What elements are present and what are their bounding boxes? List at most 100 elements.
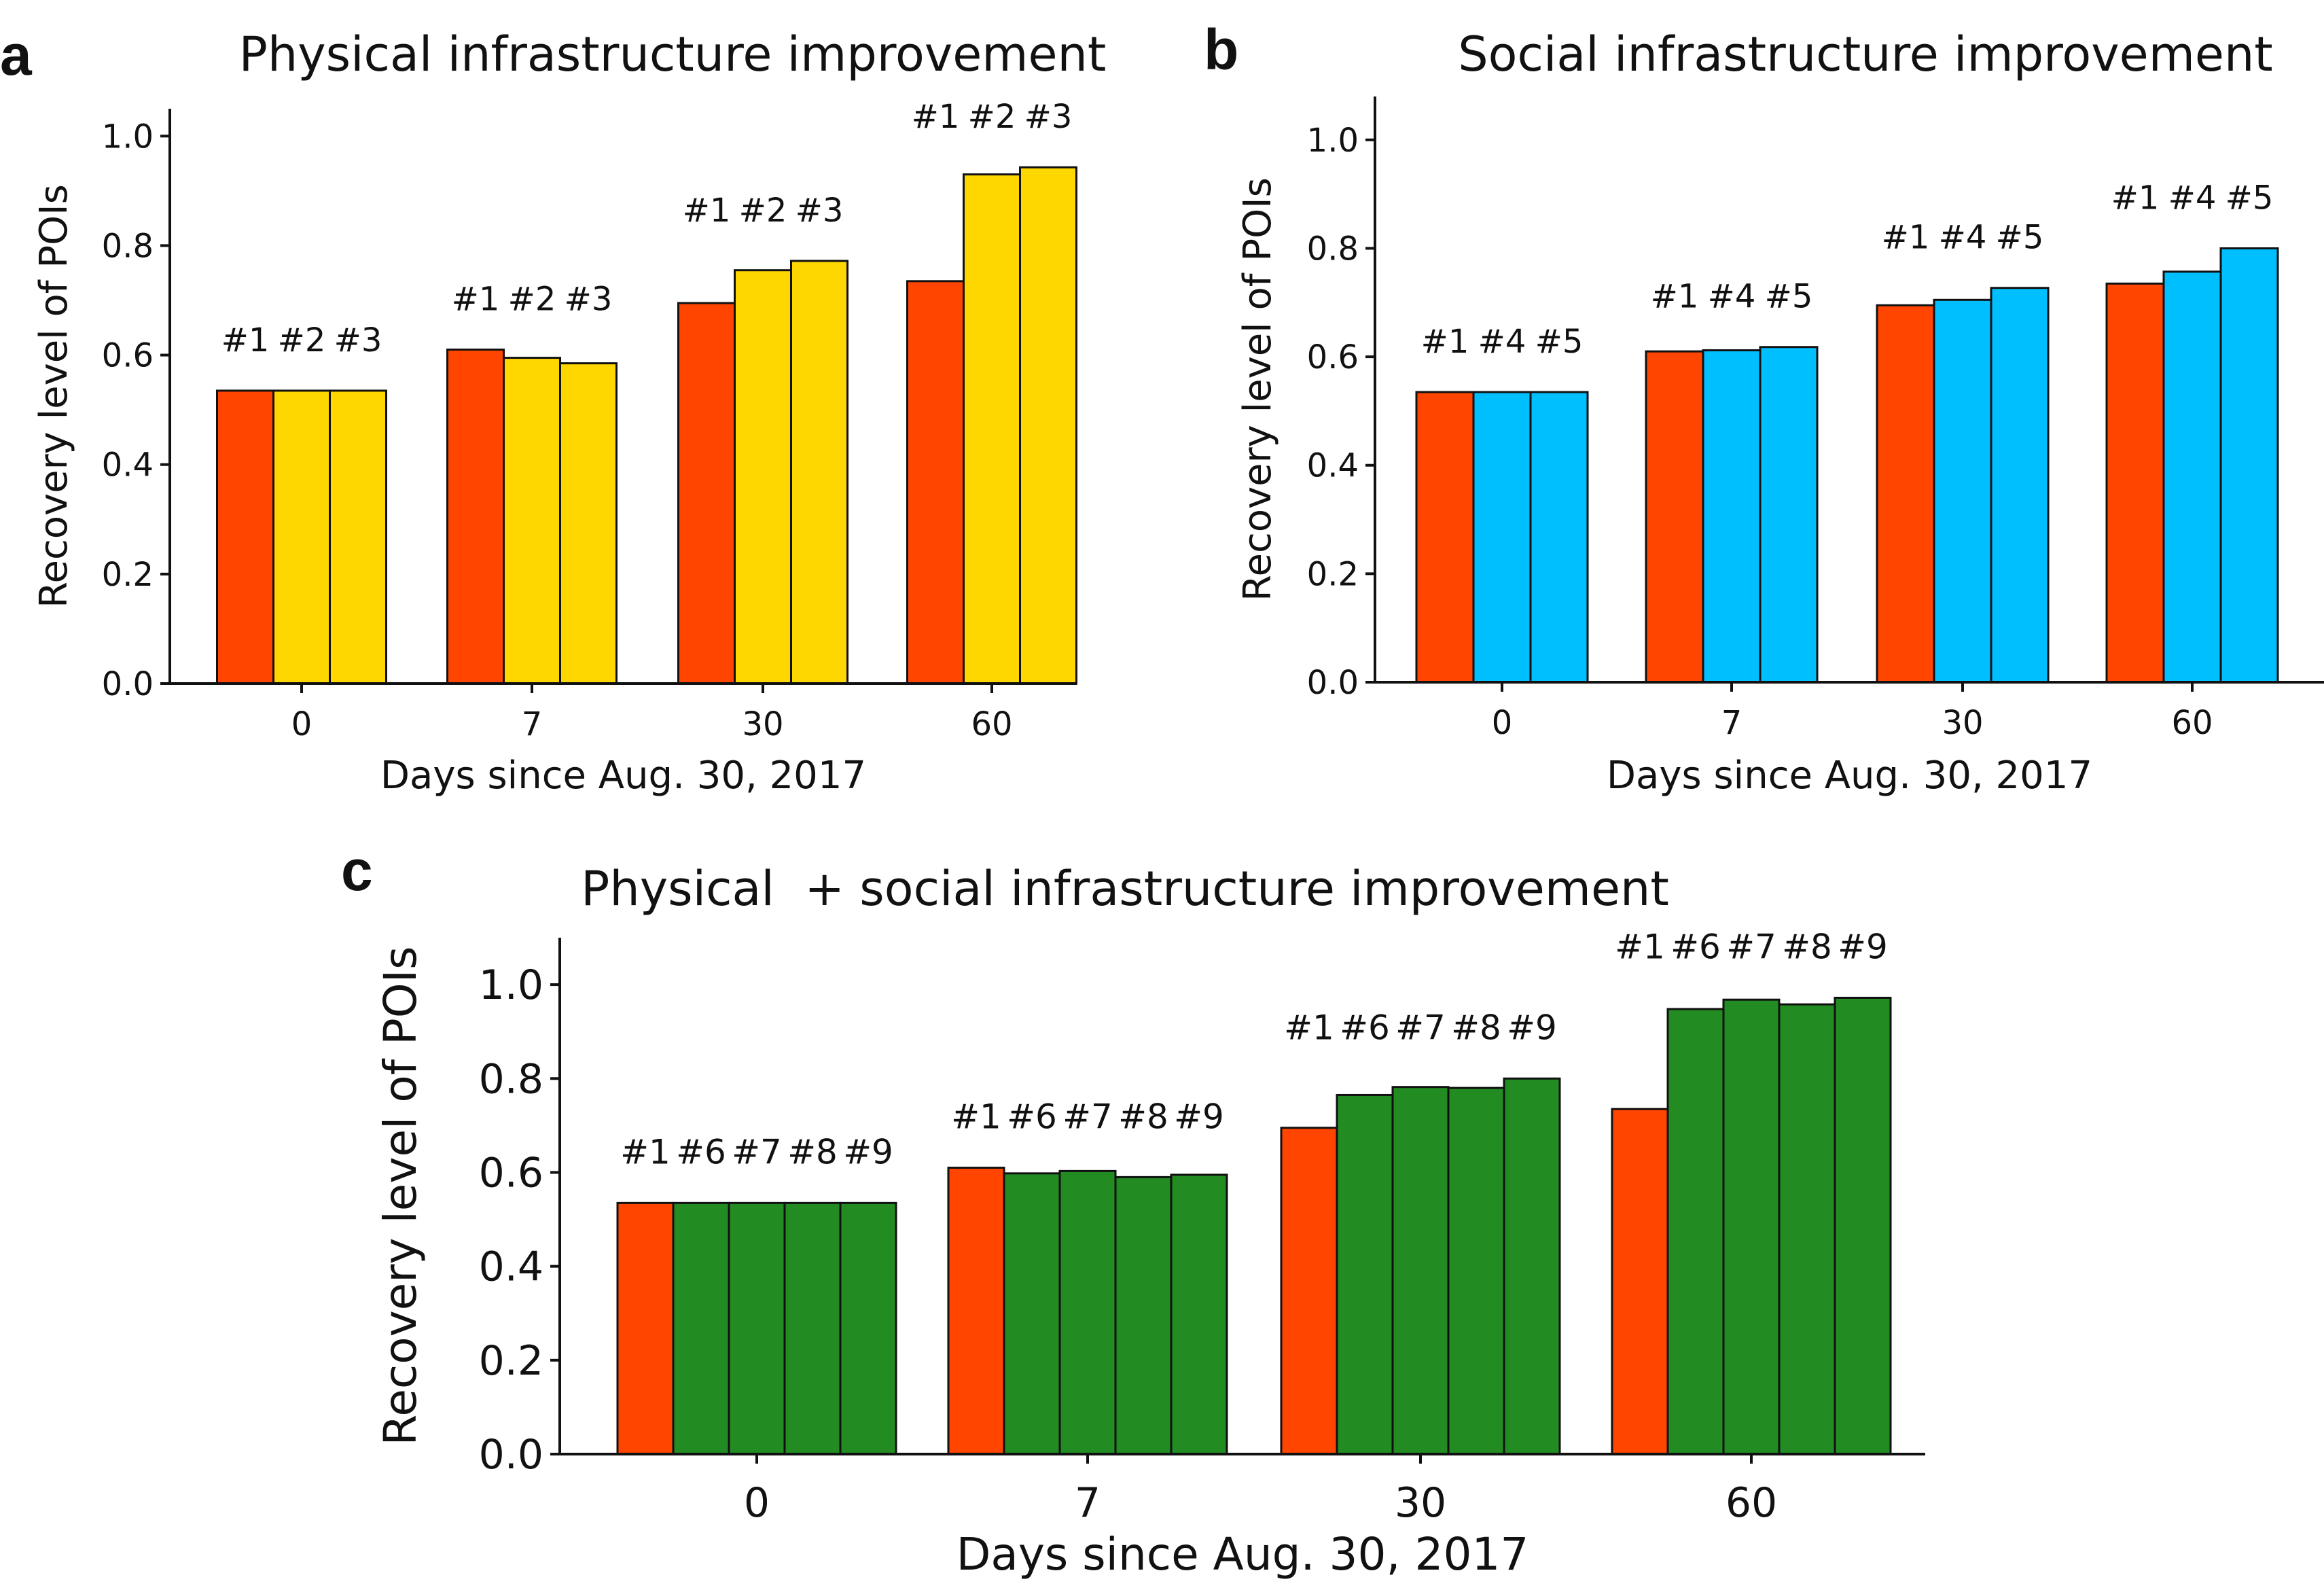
bar-tag-a-0-s1: #1 bbox=[221, 321, 270, 359]
panel-letter: c bbox=[341, 838, 373, 902]
y-tick-label: 0.8 bbox=[479, 1055, 543, 1103]
y-tick-label: 0.2 bbox=[102, 556, 154, 594]
bar-c-60-s9 bbox=[1834, 996, 1892, 1455]
bar-c-30-s8 bbox=[1447, 1086, 1505, 1455]
bar-tag-c-60-s6: #6 bbox=[1670, 927, 1721, 966]
y-tick-label: 0.0 bbox=[479, 1431, 543, 1479]
bar-tag-b-60-s4: #4 bbox=[2168, 179, 2217, 217]
bar-tag-a-7-s2: #2 bbox=[508, 281, 556, 319]
bar-tag-c-7-s8: #8 bbox=[1118, 1097, 1168, 1137]
y-tick-label: 0.4 bbox=[102, 446, 154, 484]
bar-b-7-s5 bbox=[1759, 346, 1819, 684]
bar-tag-a-0-s3: #3 bbox=[334, 321, 382, 359]
chart-title: Social infrastructure improvement bbox=[1458, 26, 2273, 82]
bar-c-30-s1 bbox=[1280, 1127, 1338, 1455]
bar-b-0-s4 bbox=[1472, 391, 1532, 684]
x-tick-label: 60 bbox=[971, 705, 1012, 743]
bar-tag-a-7-s1: #1 bbox=[452, 281, 500, 319]
x-axis-label: Days since Aug. 30, 2017 bbox=[1607, 754, 2092, 798]
bar-a-7-s1 bbox=[446, 349, 505, 685]
bar-a-30-s1 bbox=[677, 302, 736, 685]
panel-a: a Physical infrastructure improvement#1 #2… bbox=[0, 23, 1106, 798]
bar-a-7-s3 bbox=[559, 362, 618, 685]
y-tick-label: 0.6 bbox=[1307, 338, 1359, 376]
bar-c-0-s1 bbox=[616, 1201, 675, 1455]
y-tick-label: 0.4 bbox=[479, 1243, 543, 1291]
panel-b: b Social infrastructure improvement#1 #4 #5… bbox=[1204, 18, 2324, 798]
bar-tag-b-7-s5: #5 bbox=[1765, 278, 1813, 316]
y-tick-label: 1.0 bbox=[1307, 122, 1359, 160]
y-tick-label: 0.4 bbox=[1307, 447, 1359, 485]
bar-a-0-s2 bbox=[272, 389, 331, 685]
x-tick-label: 30 bbox=[742, 705, 783, 743]
x-tick-label: 7 bbox=[522, 705, 543, 743]
bar-tag-c-60-s8: #8 bbox=[1782, 927, 1832, 966]
bar-a-60-s1 bbox=[906, 280, 965, 685]
bar-tag-b-30-s4: #4 bbox=[1939, 219, 1987, 257]
bar-b-0-s1 bbox=[1415, 391, 1475, 684]
x-tick-label: 30 bbox=[1942, 704, 1983, 742]
bar-c-60-s1 bbox=[1611, 1108, 1669, 1455]
bar-tag-c-0-s7: #7 bbox=[732, 1132, 782, 1171]
bar-c-30-s6 bbox=[1336, 1093, 1394, 1455]
bar-tag-c-60-s1: #1 bbox=[1615, 927, 1665, 966]
bar-c-60-s7 bbox=[1722, 998, 1781, 1455]
bar-c-0-s6 bbox=[672, 1201, 730, 1455]
bar-tag-a-60-s1: #1 bbox=[912, 98, 960, 136]
x-tick-label: 0 bbox=[291, 705, 312, 743]
y-axis-label: Recovery level of POIs bbox=[374, 946, 427, 1445]
y-tick-label: 0.6 bbox=[479, 1149, 543, 1197]
y-tick-label: 0.8 bbox=[1307, 230, 1359, 268]
bar-c-7-s8 bbox=[1114, 1176, 1173, 1455]
y-tick-label: 1.0 bbox=[479, 961, 543, 1009]
bar-tag-b-60-s5: #5 bbox=[2225, 179, 2274, 217]
bar-tag-b-7-s1: #1 bbox=[1651, 278, 1699, 316]
bar-tag-c-0-s1: #1 bbox=[620, 1132, 671, 1171]
bar-tag-c-30-s1: #1 bbox=[1284, 1008, 1334, 1047]
bar-c-0-s9 bbox=[839, 1201, 897, 1455]
y-tick-label: 0.0 bbox=[102, 665, 154, 703]
bar-b-60-s1 bbox=[2105, 282, 2165, 684]
bar-tag-c-60-s7: #7 bbox=[1726, 927, 1776, 966]
y-tick-label: 0.2 bbox=[479, 1337, 543, 1385]
bar-b-60-s4 bbox=[2162, 270, 2222, 684]
bar-a-0-s1 bbox=[216, 389, 274, 685]
bar-c-7-s9 bbox=[1170, 1173, 1228, 1455]
bar-tag-b-30-s1: #1 bbox=[1882, 219, 1930, 257]
bar-tag-a-30-s2: #2 bbox=[739, 192, 787, 230]
bar-tag-a-60-s2: #2 bbox=[968, 98, 1016, 136]
y-axis-label: Recovery level of POIs bbox=[1236, 177, 1280, 601]
bar-tag-c-7-s7: #7 bbox=[1062, 1097, 1113, 1137]
x-tick-label: 0 bbox=[744, 1479, 770, 1527]
bar-tag-a-0-s2: #2 bbox=[278, 321, 326, 359]
bar-c-7-s6 bbox=[1003, 1172, 1061, 1455]
bar-tag-b-0-s5: #5 bbox=[1535, 323, 1584, 361]
bar-b-7-s1 bbox=[1645, 350, 1704, 684]
bar-a-30-s3 bbox=[790, 260, 848, 685]
bar-c-60-s6 bbox=[1666, 1008, 1725, 1455]
bar-tag-b-0-s1: #1 bbox=[1421, 323, 1469, 361]
bar-tag-a-7-s3: #3 bbox=[565, 281, 613, 319]
panel-letter: b bbox=[1204, 18, 1238, 82]
y-tick-label: 0.0 bbox=[1307, 664, 1359, 702]
x-axis-label: Days since Aug. 30, 2017 bbox=[957, 1528, 1529, 1580]
bar-c-0-s8 bbox=[783, 1201, 842, 1455]
panel-letter: a bbox=[0, 23, 33, 87]
x-tick-label: 0 bbox=[1492, 704, 1513, 742]
panel-c: c Physical + social infrastructure improv… bbox=[341, 838, 1925, 1580]
bar-b-60-s5 bbox=[2219, 247, 2279, 684]
chart-title: Physical + social infrastructure improve… bbox=[581, 861, 1669, 917]
bar-tag-c-0-s9: #9 bbox=[843, 1132, 893, 1171]
bar-tag-b-7-s4: #4 bbox=[1708, 278, 1756, 316]
bar-tag-c-60-s9: #9 bbox=[1838, 927, 1888, 966]
x-tick-label: 7 bbox=[1721, 704, 1742, 742]
bar-tag-c-30-s9: #9 bbox=[1507, 1008, 1557, 1047]
bar-tag-a-30-s3: #3 bbox=[795, 192, 844, 230]
bar-c-0-s7 bbox=[728, 1201, 786, 1455]
x-tick-label: 7 bbox=[1075, 1479, 1101, 1527]
bar-a-60-s2 bbox=[963, 173, 1021, 685]
bar-tag-b-0-s4: #4 bbox=[1478, 323, 1526, 361]
bar-tag-a-60-s3: #3 bbox=[1024, 98, 1073, 136]
bar-a-7-s2 bbox=[503, 357, 561, 685]
